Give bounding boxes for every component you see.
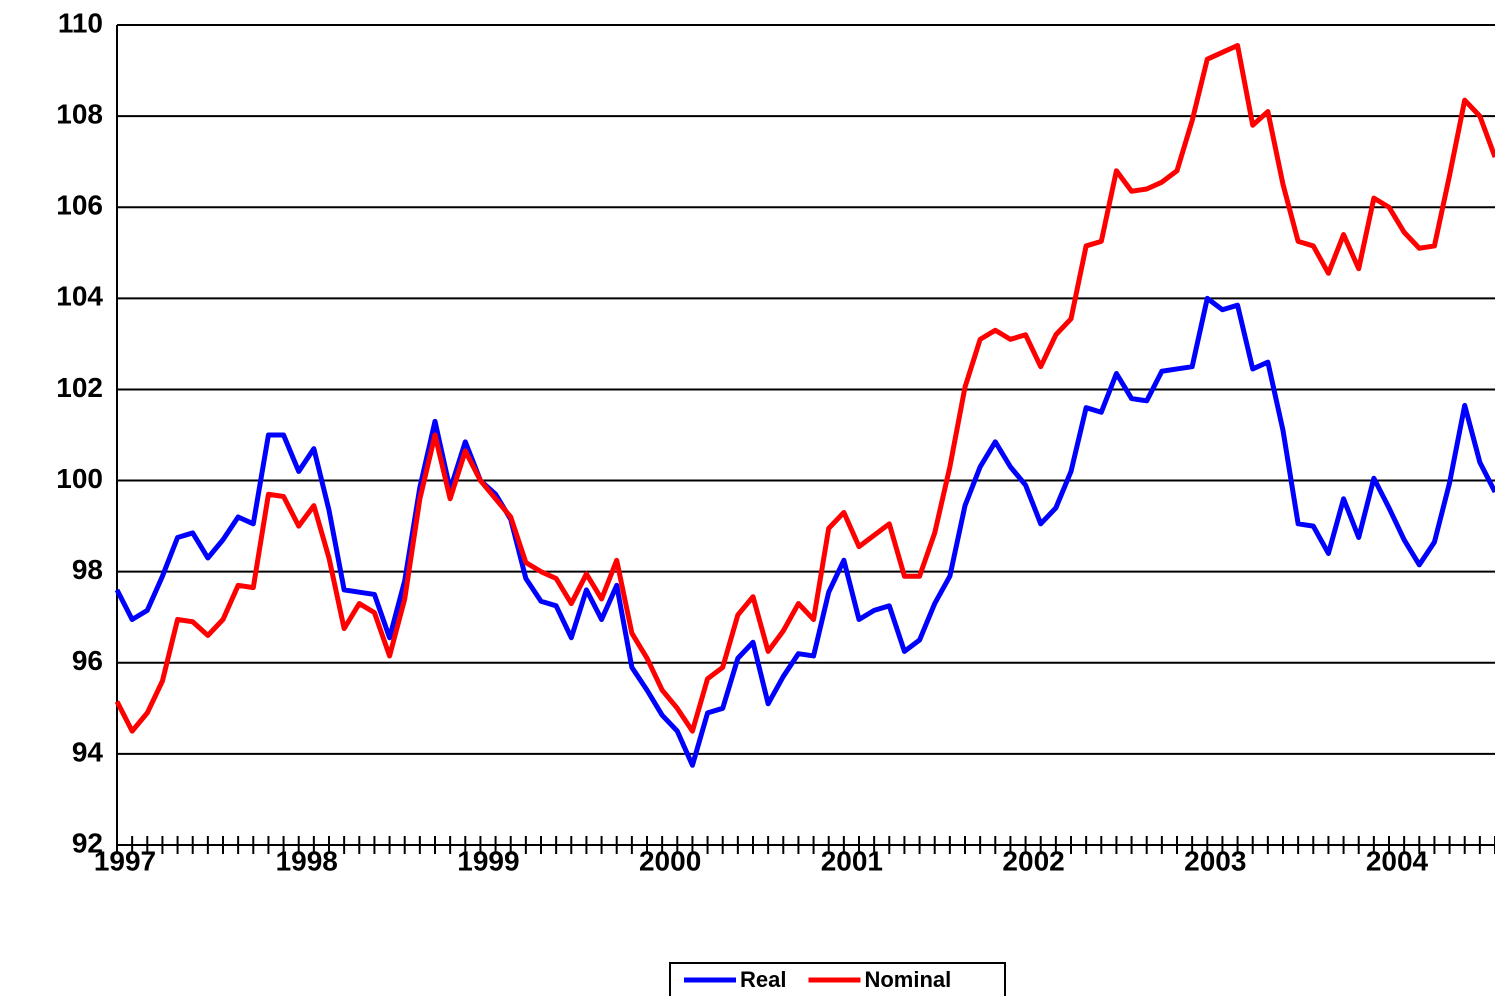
y-tick-label: 102	[56, 372, 103, 403]
series-line	[114, 43, 1495, 734]
x-tick-label: 2001	[821, 845, 883, 876]
y-tick-label: 110	[58, 7, 103, 38]
x-tick-label: 2004	[1366, 845, 1429, 876]
legend-label: Real	[740, 967, 786, 992]
y-tick-label: 104	[56, 281, 103, 312]
x-tick-label: 2000	[639, 845, 701, 876]
y-tick-label: 96	[72, 645, 103, 676]
x-tick-label: 2003	[1184, 845, 1246, 876]
x-tick-label: 2002	[1002, 845, 1064, 876]
y-tick-label: 92	[72, 827, 103, 858]
series-line	[114, 295, 1495, 768]
y-tick-label: 106	[56, 190, 103, 221]
y-tick-label: 98	[72, 554, 103, 585]
x-tick-label: 1998	[276, 845, 338, 876]
x-tick-label: 1999	[457, 845, 519, 876]
x-tick-label: 1997	[94, 845, 156, 876]
y-tick-label: 94	[72, 736, 104, 767]
y-tick-label: 108	[56, 99, 103, 130]
y-tick-label: 100	[56, 463, 103, 494]
legend-label: Nominal	[864, 967, 951, 992]
